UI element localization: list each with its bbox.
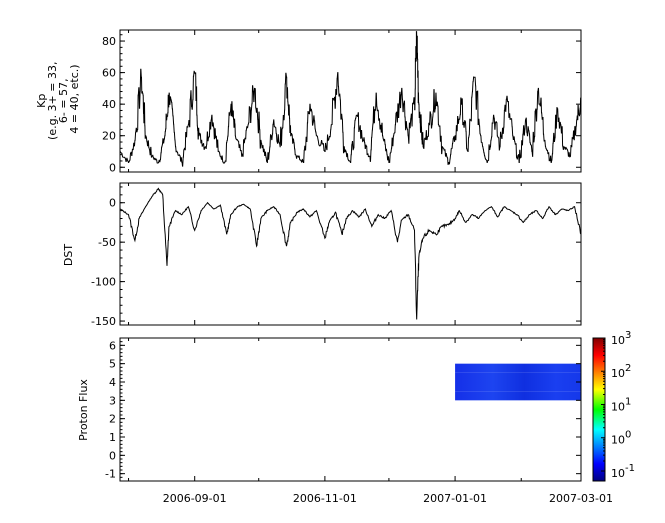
dst-y-tick-label-1: -50 xyxy=(98,236,116,249)
proton-flux-y-tick-label-2: 4 xyxy=(109,376,116,389)
colorbar-tick-base-4: 10 xyxy=(611,334,625,347)
proton-flux-cell-1 xyxy=(455,372,581,382)
proton-flux-cells xyxy=(455,363,581,401)
colorbar-tick-exp-0: -1 xyxy=(625,463,635,474)
colorbar-tick-exp-1: 0 xyxy=(625,430,631,441)
proton-flux-y-ticks: 6 5 4 3 2 1 0 -1 xyxy=(105,339,581,481)
x-tick-label-3: 2007-03-01 xyxy=(549,492,613,505)
dst-y-tick-label-2: -100 xyxy=(91,276,116,289)
dst-ylabel-line-1: DST xyxy=(62,244,75,266)
colorbar-tick-base-3: 10 xyxy=(611,367,625,380)
proton-flux-y-tick-label-1: 5 xyxy=(109,358,116,371)
proton-flux-ylabel-line-1: Proton Flux xyxy=(77,379,90,441)
proton-flux-cell-0 xyxy=(455,363,581,373)
dst-x-ticks xyxy=(128,183,582,325)
kp-series-line xyxy=(119,31,582,167)
colorbar-tick-label-4: 103 xyxy=(611,330,631,347)
dst-ylabel: DST xyxy=(62,244,75,266)
proton-flux-ylabel: Proton Flux xyxy=(77,379,90,441)
kp-ylabel-line-3: 6- = 57, xyxy=(57,78,70,123)
colorbar-tick-exp-2: 1 xyxy=(625,396,631,407)
kp-panel: Kp (e.g. 3+ = 33, 6- = 57, 4 = 40, etc.)… xyxy=(35,29,582,174)
kp-ylabel-line-2: (e.g. 3+ = 33, xyxy=(46,62,59,140)
colorbar-tick-label-0: 10-1 xyxy=(611,463,635,480)
kp-y-tick-label-3: 60 xyxy=(102,67,116,80)
proton-flux-y-tick-label-5: 1 xyxy=(109,431,116,444)
proton-flux-y-tick-label-6: 0 xyxy=(109,449,116,462)
x-tick-labels: 2006-09-01 2006-11-01 2007-01-01 2007-03-01 xyxy=(163,492,613,505)
proton-flux-y-tick-label-3: 3 xyxy=(109,394,116,407)
kp-y-tick-label-1: 20 xyxy=(102,130,116,143)
kp-y-tick-label-4: 80 xyxy=(102,35,116,48)
colorbar-tick-base-1: 10 xyxy=(611,434,625,447)
colorbar-tick-exp-3: 2 xyxy=(625,363,631,374)
kp-ylabel-line-1: Kp xyxy=(35,94,48,108)
dst-y-ticks: 0 -50 -100 -150 xyxy=(91,186,581,328)
colorbar-tick-label-3: 102 xyxy=(611,363,631,380)
x-tick-label-1: 2006-11-01 xyxy=(293,492,357,505)
colorbar-tick-label-2: 101 xyxy=(611,396,631,413)
proton-flux-y-tick-label-7: -1 xyxy=(105,468,116,481)
proton-flux-cell-3 xyxy=(455,391,581,401)
dst-series-line xyxy=(119,187,582,320)
x-tick-label-0: 2006-09-01 xyxy=(163,492,227,505)
proton-flux-y-tick-label-4: 2 xyxy=(109,413,116,426)
proton-flux-plot-frame xyxy=(119,337,582,482)
kp-ylabel: Kp (e.g. 3+ = 33, 6- = 57, 4 = 40, etc.) xyxy=(35,58,81,140)
proton-flux-cell-2 xyxy=(455,382,581,392)
x-tick-label-2: 2007-01-01 xyxy=(423,492,487,505)
dst-y-tick-label-0: 0 xyxy=(109,197,116,210)
kp-y-ticks: 0 20 40 60 80 xyxy=(102,34,581,174)
dst-plot-frame xyxy=(119,182,582,326)
proton-flux-panel: Proton Flux 6 5 4 3 2 1 0 -1 2006-09-01 2006-11-… xyxy=(77,337,613,505)
dst-panel: DST 0 -50 -100 -150 xyxy=(62,182,582,328)
colorbar-tick-base-0: 10 xyxy=(611,467,625,480)
kp-y-tick-label-2: 40 xyxy=(102,98,116,111)
colorbar-tick-label-1: 100 xyxy=(611,430,631,447)
proton-flux-y-tick-label-0: 6 xyxy=(109,339,116,352)
kp-ylabel-line-4: 4 = 40, etc.) xyxy=(68,64,81,133)
kp-plot-frame xyxy=(119,29,582,173)
kp-y-tick-label-0: 0 xyxy=(109,161,116,174)
proton-flux-x-ticks xyxy=(128,338,582,481)
colorbar-tick-exp-4: 3 xyxy=(625,330,631,341)
colorbar-tick-base-2: 10 xyxy=(611,400,625,413)
dst-y-tick-label-3: -150 xyxy=(91,315,116,328)
